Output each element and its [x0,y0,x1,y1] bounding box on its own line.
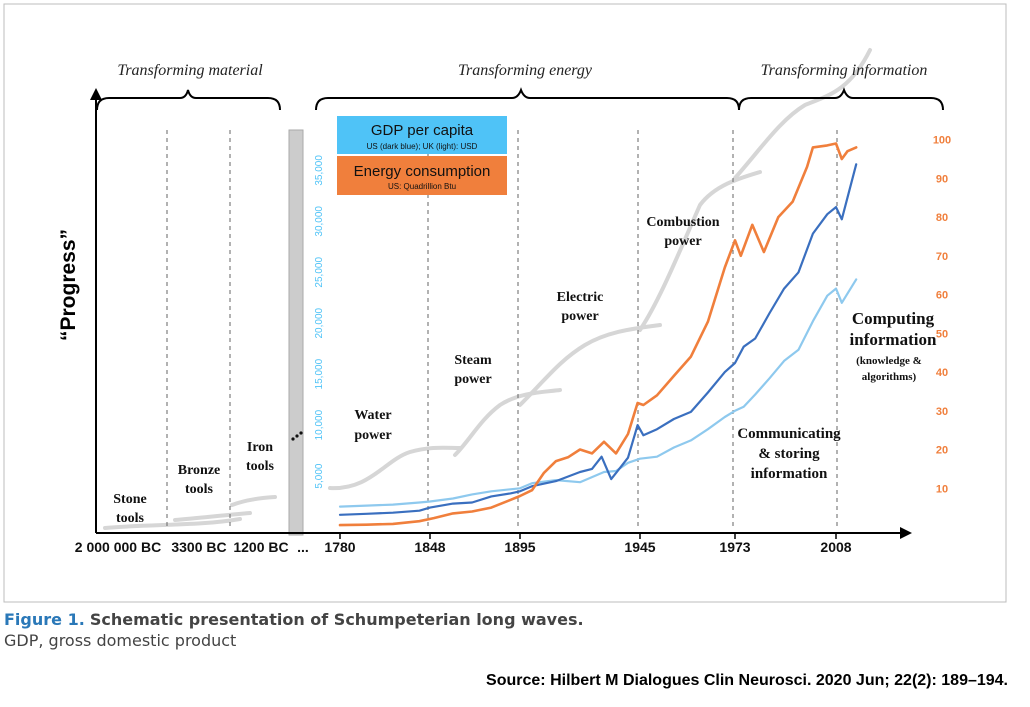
era-title-material: Transforming material [117,62,263,79]
x-axis-arrow [900,527,912,539]
left-tick-label: 15,000 [314,358,325,389]
caption-note: GDP, gross domestic product [4,631,237,650]
label-communicating-2: & storing [758,446,820,462]
x-tick-label: 1945 [624,539,655,555]
right-tick-label: 60 [936,290,948,302]
figure-title: Schematic presentation of Schumpeterian … [89,610,584,629]
label-water-1: Water [354,408,391,423]
x-tick-label: ... [297,539,309,555]
right-axis-ticks: 10 20 30 40 50 60 70 80 90 100 [933,135,951,496]
x-ticks [339,533,837,539]
y-axis-arrow [90,88,102,100]
label-computing-4: algorithms) [862,371,917,383]
left-tick-label: 30,000 [314,206,325,237]
progress-wave-stone [103,517,242,530]
brace-energy [315,87,740,111]
right-tick-label: 20 [936,445,948,457]
right-tick-label: 80 [936,212,948,224]
x-tick-label: 1780 [324,539,355,555]
label-computing-1: Computing [852,309,935,328]
x-tick-label: 1848 [414,539,445,555]
right-tick-label: 40 [936,367,948,379]
label-iron-1: Iron [247,440,273,455]
right-tick-label: 30 [936,406,948,418]
label-computing-3: (knowledge & [856,355,922,367]
progress-wave-information [733,48,872,180]
label-communicating-1: Communicating [737,426,841,442]
ellipsis-dots [291,431,303,441]
main-axes [90,88,912,539]
progress-wave-bronze [173,511,252,522]
left-tick-label: 20,000 [314,307,325,338]
timeline-gap-bar [288,129,304,536]
ellipsis-dot [295,434,299,438]
era-titles: Transforming material Transforming energ… [117,62,927,79]
x-tick-label: 1973 [719,539,750,555]
label-steam-2: power [454,372,491,387]
label-computing-2: information [850,330,937,349]
right-tick-label: 100 [933,135,951,147]
right-tick-label: 70 [936,251,948,263]
era-braces [96,87,944,111]
left-axis-ticks: 5,000 10,000 15,000 20,000 25,000 30,000 35,00… [314,155,325,489]
legend-energy-box [337,156,507,195]
legend-energy-sub: US: Quadrillion Btu [388,182,456,191]
legend-gdp-sub: US (dark blue); UK (light): USD [367,142,478,151]
figure-label: Figure 1. [4,610,85,629]
label-water-2: power [354,428,391,443]
progress-wave-electric [518,323,662,407]
figure-frame [3,3,1007,603]
label-bronze-1: Bronze [178,463,221,478]
progress-waves [103,48,872,530]
x-tick-label: 2008 [820,539,851,555]
label-combustion-1: Combustion [646,215,719,230]
series-line-energy [338,142,858,527]
ellipsis-dot [299,431,303,435]
right-tick-label: 10 [936,483,948,495]
y-axis-title: “Progress” [57,229,80,341]
era-dividers [166,130,838,530]
x-tick-label: 2 000 000 BC [75,539,161,555]
right-tick-label: 90 [936,173,948,185]
era-title-information: Transforming information [761,62,928,79]
x-tick-label: 1200 BC [233,539,288,555]
legend-gdp-title: GDP per capita [371,122,474,139]
left-tick-label: 25,000 [314,257,325,288]
x-tick-labels: 2 000 000 BC 3300 BC 1200 BC ... 1780 18… [75,539,852,555]
label-communicating-3: information [751,466,828,482]
label-bronze-2: tools [185,482,214,497]
left-tick-label: 5,000 [314,463,325,488]
wave-annotations: Stone tools Bronze tools Iron tools Wate… [113,215,937,526]
progress-wave-iron [230,495,277,507]
x-tick-label: 3300 BC [171,539,226,555]
progress-wave-water [328,445,462,491]
label-iron-2: tools [246,459,275,474]
progress-wave-steam [453,388,562,457]
series-layer [338,142,858,527]
label-electric-2: power [561,309,598,324]
x-tick-label: 1895 [504,539,535,555]
series-line-us [338,163,858,516]
era-title-energy: Transforming energy [458,62,593,79]
brace-material [96,89,281,111]
source-citation: Source: Hilbert M Dialogues Clin Neurosc… [486,672,1008,689]
figure-caption: Figure 1. Schematic presentation of Schu… [4,610,584,650]
left-tick-label: 35,000 [314,155,325,186]
label-stone-2: tools [116,511,145,526]
series-line-uk [338,278,858,508]
left-tick-label: 10,000 [314,409,325,440]
legend: GDP per capita US (dark blue); UK (light… [337,116,507,195]
caption-line: Figure 1. Schematic presentation of Schu… [4,610,584,629]
brace-information [738,87,944,111]
label-stone-1: Stone [113,492,146,507]
label-combustion-2: power [664,234,701,249]
label-electric-1: Electric [557,290,604,305]
legend-gdp-box [337,116,507,154]
right-tick-label: 50 [936,328,948,340]
label-steam-1: Steam [454,353,492,368]
progress-wave-combustion [638,170,762,332]
ellipsis-dot [291,437,295,441]
legend-energy-title: Energy consumption [354,163,491,180]
